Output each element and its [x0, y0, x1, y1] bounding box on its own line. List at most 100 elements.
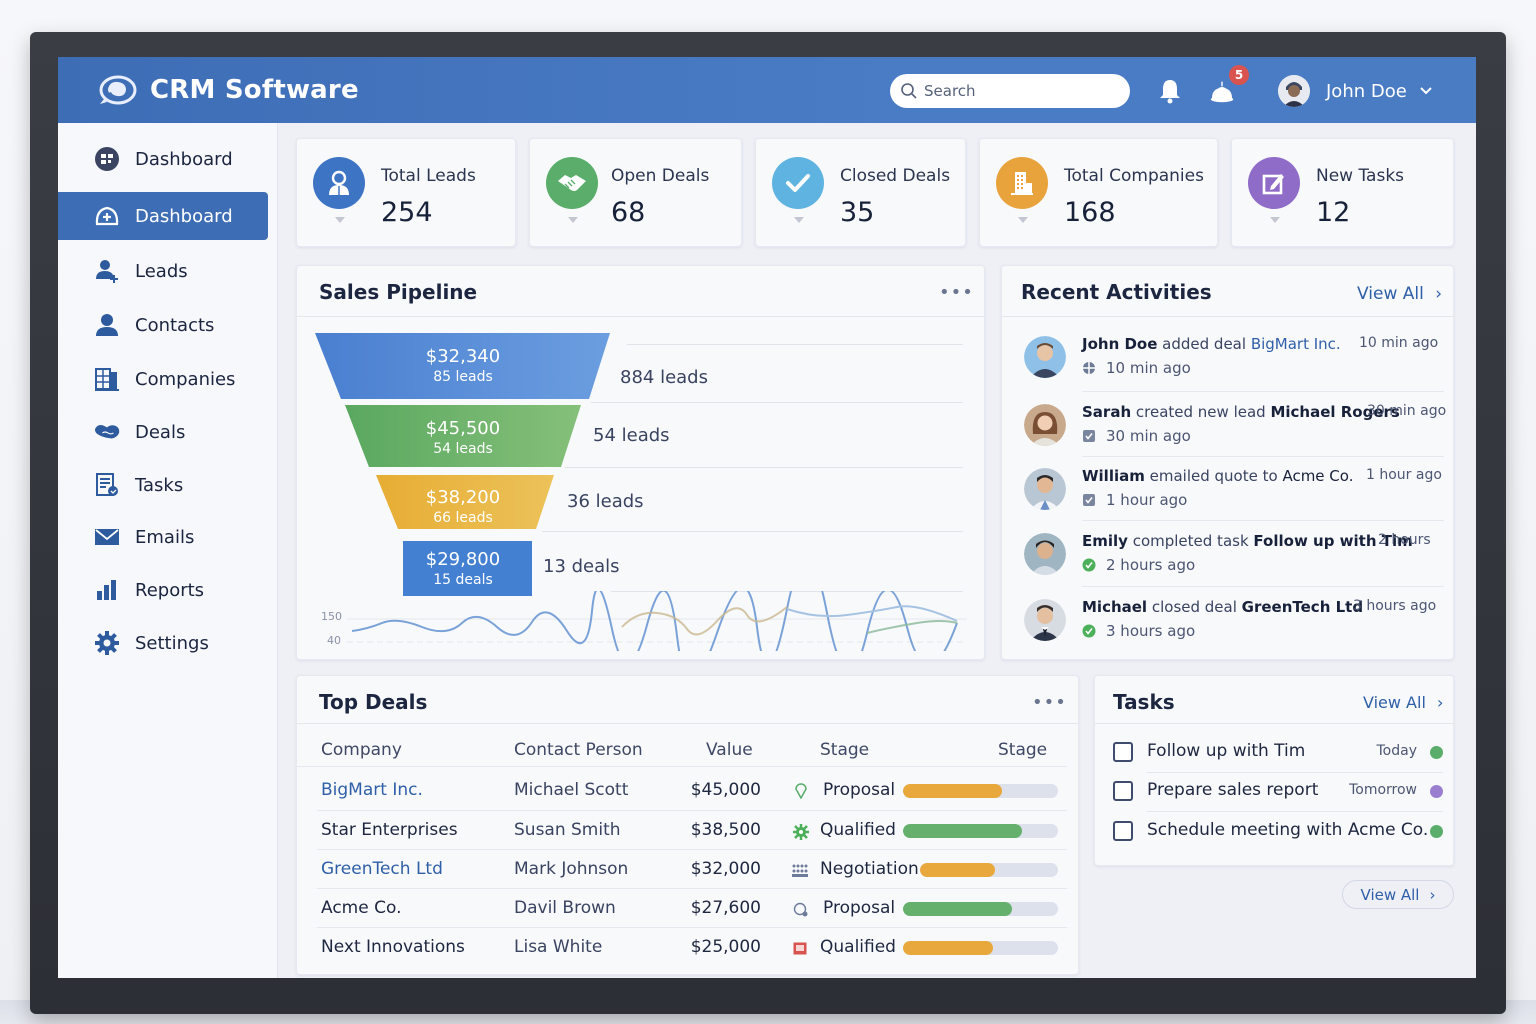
stat-card-new-tasks[interactable]: New Tasks 12: [1231, 138, 1454, 247]
sidebar-item-deals[interactable]: Deals: [58, 408, 268, 456]
user-menu[interactable]: John Doe: [1278, 75, 1433, 107]
task-item[interactable]: Prepare sales report Tomorrow: [1113, 775, 1443, 813]
task-checkbox[interactable]: [1113, 821, 1133, 841]
more-options-icon[interactable]: •••: [939, 282, 974, 303]
divider: [317, 810, 1067, 811]
divider: [1147, 772, 1443, 773]
sidebar-item-settings[interactable]: Settings: [58, 619, 268, 667]
column-header-company[interactable]: Company: [321, 740, 402, 760]
company-cell[interactable]: GreenTech Ltd: [321, 859, 443, 879]
building-icon: [996, 157, 1048, 209]
sidebar-item-label: Reports: [135, 579, 205, 601]
column-header-value[interactable]: Value: [706, 740, 753, 760]
activity-item[interactable]: John Doe added deal BigMart Inc. 10 min …: [1024, 332, 1444, 396]
stat-card-total-leads[interactable]: Total Leads 254: [296, 138, 516, 247]
activity-text: Emily completed task Follow up with Tim: [1082, 532, 1413, 550]
activity-item[interactable]: Emily completed task Follow up with Tim …: [1024, 529, 1444, 593]
sidebar-item-tasks[interactable]: Tasks: [58, 461, 268, 509]
stat-card-closed-deals[interactable]: Closed Deals 35: [755, 138, 966, 247]
divider: [1147, 811, 1443, 812]
sidebar-item-companies[interactable]: Companies: [58, 355, 268, 403]
activity-item[interactable]: Sarah created new lead Michael Rogers 30…: [1024, 400, 1446, 464]
value-cell: $32,000: [690, 859, 761, 879]
envelope-icon: [94, 524, 120, 550]
sidebar-item-dashboard-active[interactable]: Dashboard: [58, 192, 268, 240]
sidebar-item-reports[interactable]: Reports: [58, 566, 268, 614]
table-row[interactable]: GreenTech Ltd Mark Johnson $32,000 Negot…: [297, 850, 1067, 889]
brand[interactable]: CRM Software: [96, 73, 359, 107]
gridline: [542, 531, 963, 532]
sidebar-item-dashboard[interactable]: Dashboard: [58, 135, 268, 183]
company-cell[interactable]: Next Innovations: [321, 937, 465, 957]
table-row[interactable]: BigMart Inc. Michael Scott $45,000 Propo…: [297, 771, 1067, 810]
company-cell[interactable]: Star Enterprises: [321, 820, 458, 840]
contact-cell: Davil Brown: [514, 898, 616, 918]
sidebar-item-label: Emails: [135, 526, 195, 548]
sidebar-item-emails[interactable]: Emails: [58, 513, 268, 561]
value-cell: $45,000: [690, 780, 761, 800]
button-label: View All: [1360, 885, 1420, 904]
activity-time: 2 hours: [1378, 532, 1431, 548]
stat-label: New Tasks: [1316, 166, 1405, 186]
funnel-stage-3[interactable]: $38,200 66 leads: [393, 487, 533, 526]
stage-progress-bar: [903, 902, 1058, 916]
pin-icon: [795, 783, 807, 799]
stage-count: 54 leads: [433, 441, 493, 457]
status-dot: [1430, 785, 1443, 798]
column-header-stage-progress[interactable]: Stage: [998, 740, 1048, 760]
task-checkbox[interactable]: [1113, 781, 1133, 801]
funnel-stage-2[interactable]: $45,500 54 leads: [393, 418, 533, 457]
activity-item[interactable]: Michael closed deal GreenTech Ltd 3 hour…: [1024, 595, 1444, 659]
stage-side-label: 13 deals: [543, 556, 620, 577]
table-row[interactable]: Acme Co. Davil Brown $27,600 Proposal: [297, 889, 1067, 928]
column-header-contact[interactable]: Contact Person: [514, 740, 643, 760]
company-cell[interactable]: Acme Co.: [321, 898, 402, 918]
task-list-icon: [94, 472, 120, 498]
activity-subline: 2 hours ago: [1082, 556, 1195, 574]
stage-cell: Proposal: [823, 898, 896, 918]
column-header-stage[interactable]: Stage: [820, 740, 870, 760]
pipeline-funnel: [315, 333, 610, 596]
sidebar-item-contacts[interactable]: Contacts: [58, 301, 268, 349]
stage-amount: $29,800: [425, 549, 501, 570]
activity-subline: 1 hour ago: [1082, 491, 1187, 509]
user-plus-icon: [94, 258, 120, 284]
axis-tick: 40: [327, 634, 341, 647]
funnel-stage-4[interactable]: $29,800 15 deals: [393, 549, 533, 588]
caret-down-icon: [568, 217, 578, 223]
task-item[interactable]: Schedule meeting with Acme Co.: [1113, 815, 1443, 853]
stage-cell: Qualified: [820, 937, 896, 957]
sidebar-item-label: Deals: [135, 421, 186, 443]
notifications-icon[interactable]: [1208, 77, 1236, 105]
activity-time: 3 hours ago: [1353, 598, 1437, 614]
company-cell[interactable]: BigMart Inc.: [321, 780, 423, 800]
sparkline-chart: [347, 591, 967, 651]
task-item[interactable]: Follow up with Tim Today: [1113, 736, 1443, 774]
activity-item[interactable]: William emailed quote to Acme Co. 1 hour…: [1024, 464, 1444, 528]
bell-icon[interactable]: [1156, 77, 1184, 105]
tasks-card: Tasks View All › Follow up with Tim Toda…: [1094, 675, 1454, 866]
table-row[interactable]: Next Innovations Lisa White $25,000 Qual…: [297, 928, 1067, 967]
table-row[interactable]: Star Enterprises Susan Smith $38,500 Qua…: [297, 811, 1067, 850]
value-cell: $25,000: [690, 937, 761, 957]
search-input[interactable]: [924, 82, 1114, 100]
more-options-icon[interactable]: •••: [1032, 692, 1067, 713]
view-all-button[interactable]: View All ›: [1342, 880, 1454, 909]
deal-icon: [1083, 362, 1095, 374]
stage-side-label: 54 leads: [593, 425, 670, 446]
app-title: CRM Software: [150, 75, 359, 105]
task-checkbox[interactable]: [1113, 742, 1133, 762]
search-box[interactable]: [890, 74, 1130, 108]
view-all-tasks-link[interactable]: View All ›: [1363, 693, 1443, 712]
divider: [297, 766, 1067, 767]
funnel-stage-1[interactable]: $32,340 85 leads: [393, 346, 533, 385]
stat-card-open-deals[interactable]: Open Deals 68: [529, 138, 742, 247]
view-all-activities-link[interactable]: View All ›: [1357, 284, 1442, 304]
sidebar-item-leads[interactable]: Leads: [58, 247, 268, 295]
divider: [1082, 456, 1444, 457]
stat-value: 35: [840, 197, 875, 228]
stage-cell: Negotiation: [820, 859, 919, 879]
stat-card-total-companies[interactable]: Total Companies 168: [979, 138, 1218, 247]
contact-cell: Susan Smith: [514, 820, 621, 840]
check-circle-icon: [1082, 558, 1096, 572]
